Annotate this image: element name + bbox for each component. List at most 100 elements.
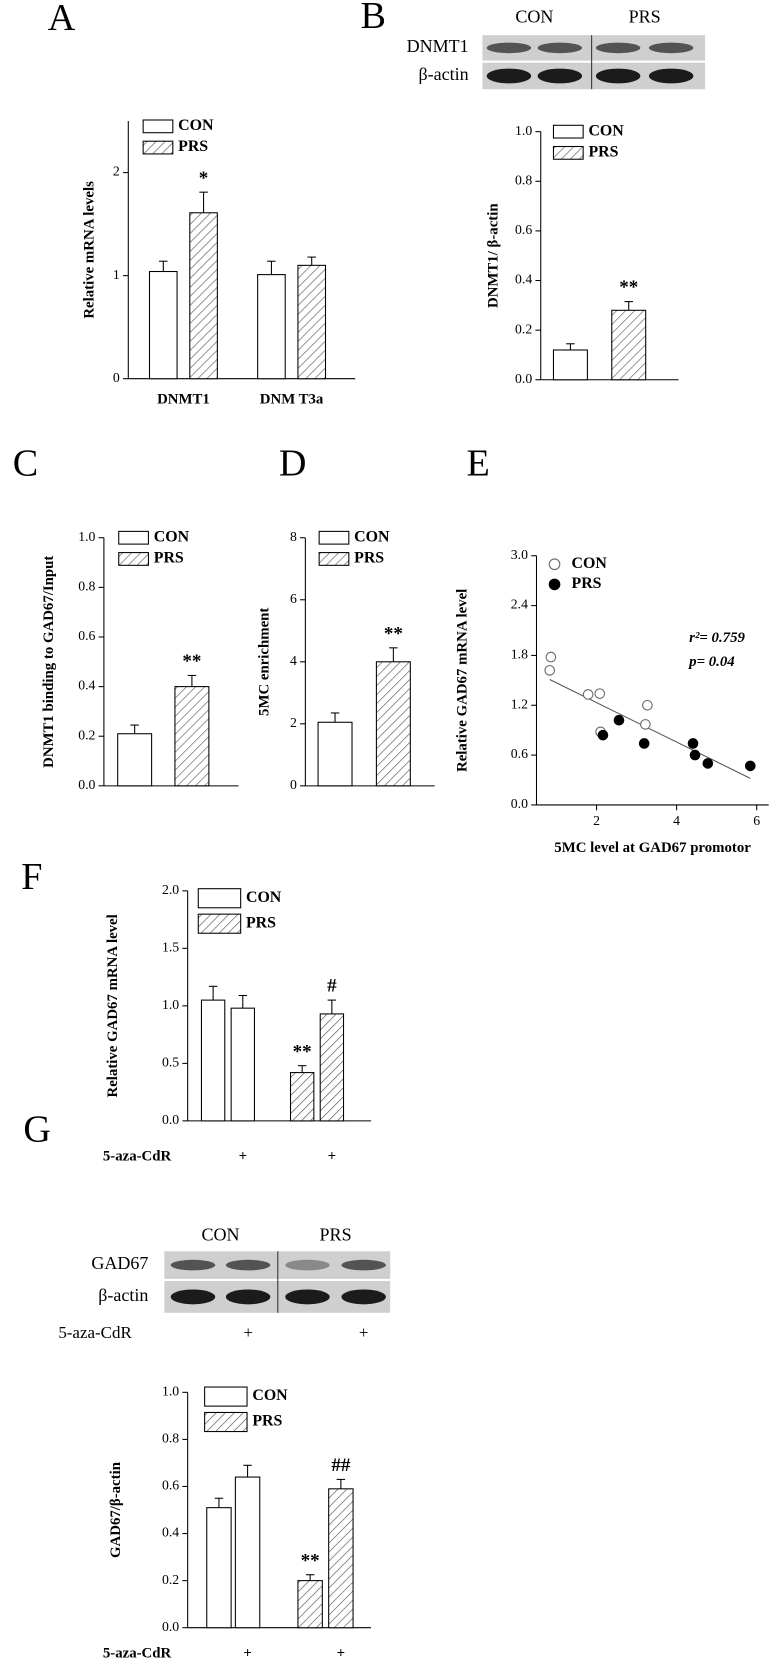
blot-row-label: β-actin <box>418 64 468 84</box>
point <box>613 714 625 726</box>
y-axis-label: DNMT1 binding to GAD67/Input <box>41 556 57 768</box>
y-tick-label: 2 <box>290 715 297 730</box>
point <box>642 699 653 711</box>
legend-label: CON <box>571 555 607 572</box>
y-tick-label: 0.2 <box>162 1572 179 1587</box>
bar <box>297 1580 323 1629</box>
bar <box>189 212 218 380</box>
legend-label: CON <box>252 1387 288 1404</box>
legend-label: PRS <box>588 144 618 161</box>
legend-swatch <box>318 552 350 566</box>
y-tick-label: 0.8 <box>162 1431 179 1446</box>
legend-swatch <box>204 1411 248 1433</box>
y-tick-label: 0.6 <box>78 628 95 643</box>
x-tick-label: + <box>328 1148 336 1164</box>
bar <box>148 270 178 380</box>
y-tick-label: 8 <box>290 529 297 544</box>
blot-row-label: DNMT1 <box>407 36 469 56</box>
blot-band <box>537 42 583 54</box>
legend-label: CON <box>246 889 282 906</box>
x-tick-label: + <box>337 1646 345 1662</box>
legend-label: PRS <box>354 550 384 567</box>
panel-label: E <box>467 442 490 484</box>
y-tick-label: 0.0 <box>162 1112 179 1127</box>
y-axis-label: GAD67/β-actin <box>108 1461 124 1558</box>
y-tick-label: 0.6 <box>515 222 532 237</box>
blot-band <box>486 42 532 54</box>
value-label: ** <box>293 1041 312 1062</box>
bar <box>230 1007 255 1122</box>
point <box>597 729 609 741</box>
panel-label: A <box>48 0 76 39</box>
panel-label: B <box>360 0 385 37</box>
legend-label: PRS <box>178 138 208 155</box>
y-tick-label: 0.0 <box>515 371 532 386</box>
blot-band <box>537 68 583 84</box>
legend-swatch <box>552 145 584 160</box>
y-tick-label: 1.0 <box>162 997 179 1012</box>
stat-label: p= 0.04 <box>687 654 735 670</box>
y-tick-label: 0.4 <box>515 272 532 287</box>
blot-band <box>170 1259 216 1271</box>
y-tick-label: 6 <box>290 591 297 606</box>
blot-band <box>341 1289 386 1305</box>
legend-label: PRS <box>571 575 601 592</box>
fit-line <box>549 679 751 779</box>
blot-treatment-mark: + <box>243 1323 253 1342</box>
legend-marker <box>548 558 561 571</box>
blot-band <box>341 1259 386 1271</box>
y-tick-label: 0.5 <box>162 1055 179 1070</box>
point <box>702 758 714 769</box>
blot-row-label: GAD67 <box>91 1253 148 1273</box>
bar <box>257 274 286 380</box>
panel-label: C <box>13 442 38 484</box>
x-tick-label: DNM T3a <box>260 391 324 407</box>
y-tick-label: 0.4 <box>162 1525 179 1540</box>
blot-band <box>595 68 641 84</box>
y-tick-label: 0.6 <box>511 746 528 761</box>
blot-group-label: CON <box>202 1225 240 1245</box>
legend-label: PRS <box>246 914 276 931</box>
bar <box>611 309 647 381</box>
y-tick-label: 2.4 <box>511 597 528 612</box>
legend-label: CON <box>588 122 624 139</box>
y-axis-label: 5MC enrichment <box>256 608 272 716</box>
bar <box>174 686 210 787</box>
value-label: ** <box>301 1550 320 1571</box>
legend-label: PRS <box>154 550 184 567</box>
blot-group-label: CON <box>515 6 553 26</box>
y-tick-label: 0 <box>290 777 297 792</box>
value-label: * <box>199 168 209 189</box>
bar <box>328 1488 354 1629</box>
bar <box>234 1476 261 1629</box>
bar <box>289 1072 315 1122</box>
legend-swatch <box>197 888 242 909</box>
panel-label: G <box>23 1108 51 1150</box>
x-tick-label: 6 <box>753 813 760 828</box>
x-tick-label: + <box>243 1646 251 1662</box>
legend-label: PRS <box>252 1413 282 1430</box>
value-label: ## <box>331 1455 351 1476</box>
y-axis-label: Relative GAD67 mRNA level <box>105 914 121 1097</box>
value-label: # <box>327 976 337 997</box>
legend-marker <box>548 578 561 591</box>
y-axis-label: DNMT1/ β-actin <box>485 203 501 308</box>
y-tick-label: 0 <box>113 370 120 385</box>
legend-swatch <box>552 124 584 139</box>
y-tick-label: 2 <box>113 164 120 179</box>
blot-row-label: β-actin <box>98 1285 148 1305</box>
blot-band <box>595 42 641 54</box>
x-tick-label: DNMT1 <box>157 391 210 407</box>
legend-swatch <box>197 913 242 934</box>
y-tick-label: 4 <box>290 653 297 668</box>
y-tick-label: 0.2 <box>515 321 532 336</box>
point <box>640 719 651 730</box>
y-tick-label: 0.0 <box>78 777 95 792</box>
value-label: ** <box>182 651 201 672</box>
bar <box>297 264 327 380</box>
x-axis-label: 5MC level at GAD67 promotor <box>554 840 751 856</box>
point <box>545 651 557 663</box>
bar <box>375 661 411 787</box>
bar <box>206 1507 232 1629</box>
legend-label: CON <box>354 528 390 545</box>
